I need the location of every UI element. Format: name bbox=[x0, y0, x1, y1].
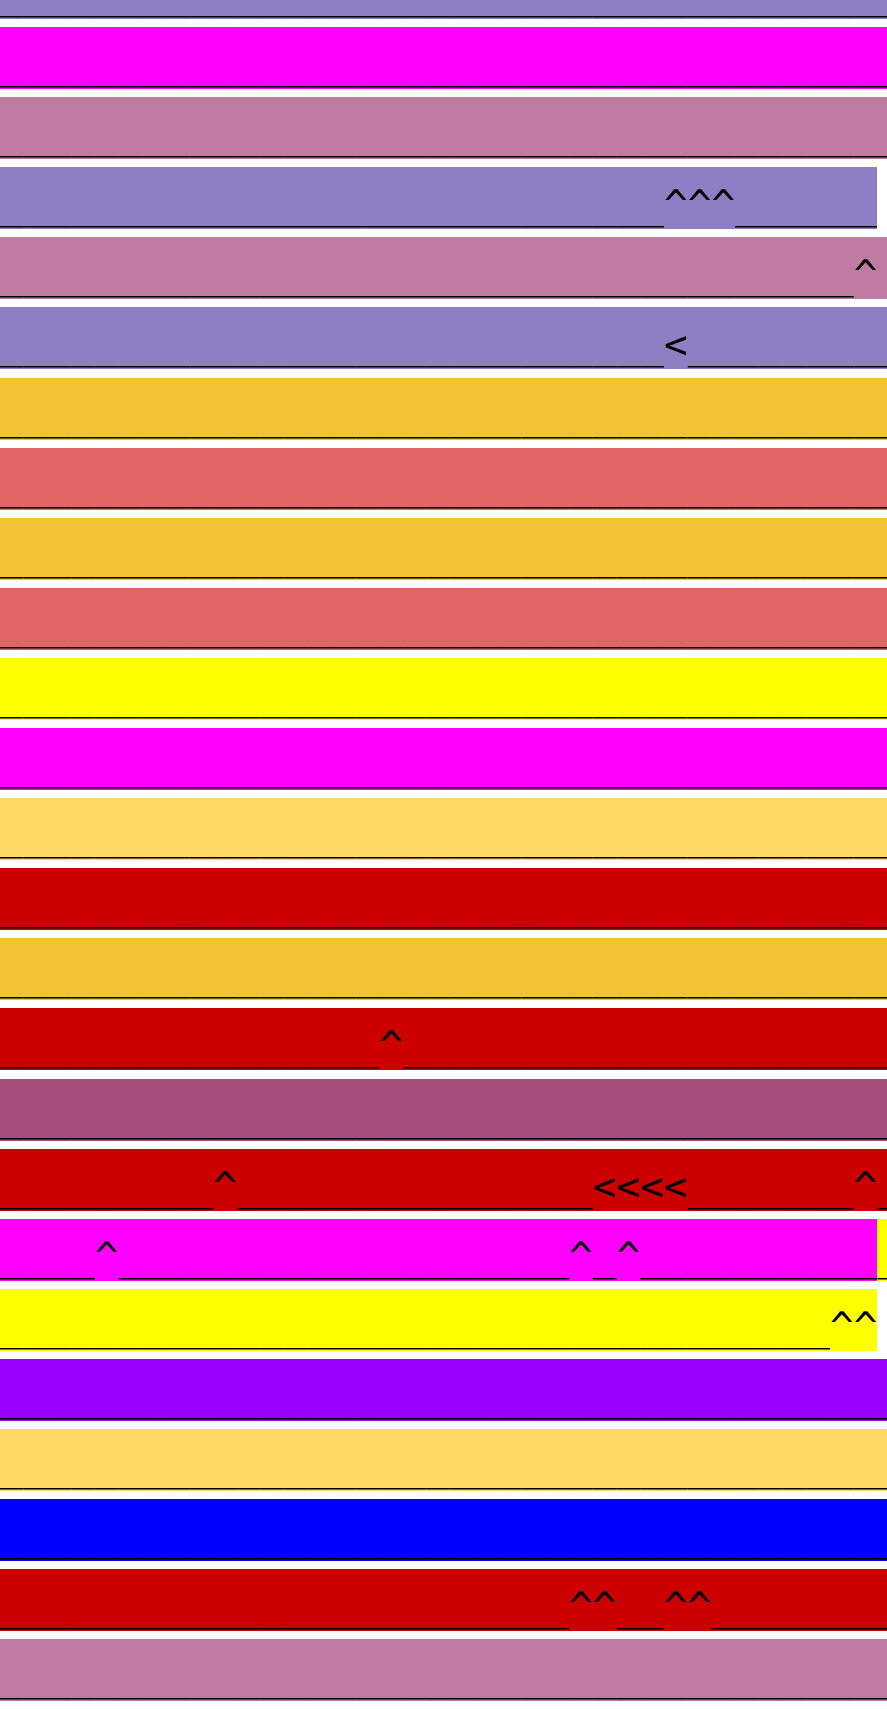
highlight-segment: ______________________________________ bbox=[0, 1078, 887, 1141]
highlight-segment: ____^___________________^_^__________ bbox=[0, 1218, 878, 1281]
highlight-segment: ___________________________________^^ bbox=[0, 1288, 878, 1351]
highlight-segment: ______________________________________ bbox=[0, 1358, 887, 1421]
text-line: ______________________________________ bbox=[0, 798, 887, 861]
text-line: ___________________________________^^ bbox=[0, 1288, 887, 1351]
highlight-segment: ______________________________________ bbox=[0, 377, 887, 440]
highlight-segment: ____________________________________^ bbox=[0, 237, 887, 300]
highlight-segment: ______________________________________ bbox=[0, 728, 887, 791]
text-line: ______________________________________ bbox=[0, 868, 887, 931]
text-line: ______________________________________ bbox=[0, 1499, 887, 1562]
text-line: ______________________________________ bbox=[0, 447, 887, 510]
highlight-segment: ______________________________________ bbox=[0, 657, 887, 720]
highlight-segment: ______________________________________ bbox=[0, 938, 887, 1001]
highlight-segment: ______________________________________ bbox=[0, 1639, 887, 1702]
highlight-segment: ______________________________________ bbox=[0, 27, 887, 90]
text-line: ________________________^^__^^________ bbox=[0, 1569, 887, 1632]
text-line: ______________________________________ bbox=[0, 587, 887, 650]
highlight-segment: ______________________________________ bbox=[0, 517, 887, 580]
text-line: ______________________________________ bbox=[0, 97, 887, 160]
highlight-segment: ______________________________________ bbox=[0, 97, 887, 160]
text-line: _________^_______________<<<<_______^_ bbox=[0, 1148, 887, 1211]
text-line: ____________________________________^ bbox=[0, 237, 887, 300]
text-line: ______________________________________ bbox=[0, 1639, 887, 1702]
highlight-segment: ______________________________________ bbox=[0, 587, 887, 650]
text-line: ________________^_____________________ bbox=[0, 1008, 887, 1071]
highlight-segment: ______________________________________ bbox=[0, 0, 887, 19]
highlight-segment: _________^_______________<<<<_______^_ bbox=[0, 1148, 887, 1211]
text-line: ______________________________________ bbox=[0, 1078, 887, 1141]
text-line: ______________________________________ bbox=[0, 517, 887, 580]
highlight-segment: _ bbox=[877, 1218, 887, 1281]
highlight-segment: ____________________________<_________ bbox=[0, 307, 887, 370]
text-line: ____^___________________^_^___________ bbox=[0, 1218, 887, 1281]
highlight-segment: ________________________^^__^^________ bbox=[0, 1569, 887, 1632]
highlight-segment: ____________________________^^^______ bbox=[0, 167, 878, 230]
text-line: ______________________________________ bbox=[0, 938, 887, 1001]
text-line: ______________________________________ bbox=[0, 0, 887, 19]
highlight-segment: ________________^_____________________ bbox=[0, 1008, 887, 1071]
highlight-segment: ______________________________________ bbox=[0, 868, 887, 931]
highlight-segment: ______________________________________ bbox=[0, 1499, 887, 1562]
highlight-segment: ______________________________________ bbox=[0, 798, 887, 861]
text-line: ______________________________________ bbox=[0, 657, 887, 720]
highlight-segment: ______________________________________ bbox=[0, 1428, 887, 1491]
text-line: ____________________________^^^______ bbox=[0, 167, 887, 230]
highlight-segment: ______________________________________ bbox=[0, 447, 887, 510]
text-line: ______________________________________ bbox=[0, 728, 887, 791]
text-line: ____________________________<_________ bbox=[0, 307, 887, 370]
text-line: ______________________________________ bbox=[0, 1428, 887, 1491]
text-line: ______________________________________ bbox=[0, 27, 887, 90]
text-line: ______________________________________ bbox=[0, 1358, 887, 1421]
text-line: ______________________________________ bbox=[0, 377, 887, 440]
